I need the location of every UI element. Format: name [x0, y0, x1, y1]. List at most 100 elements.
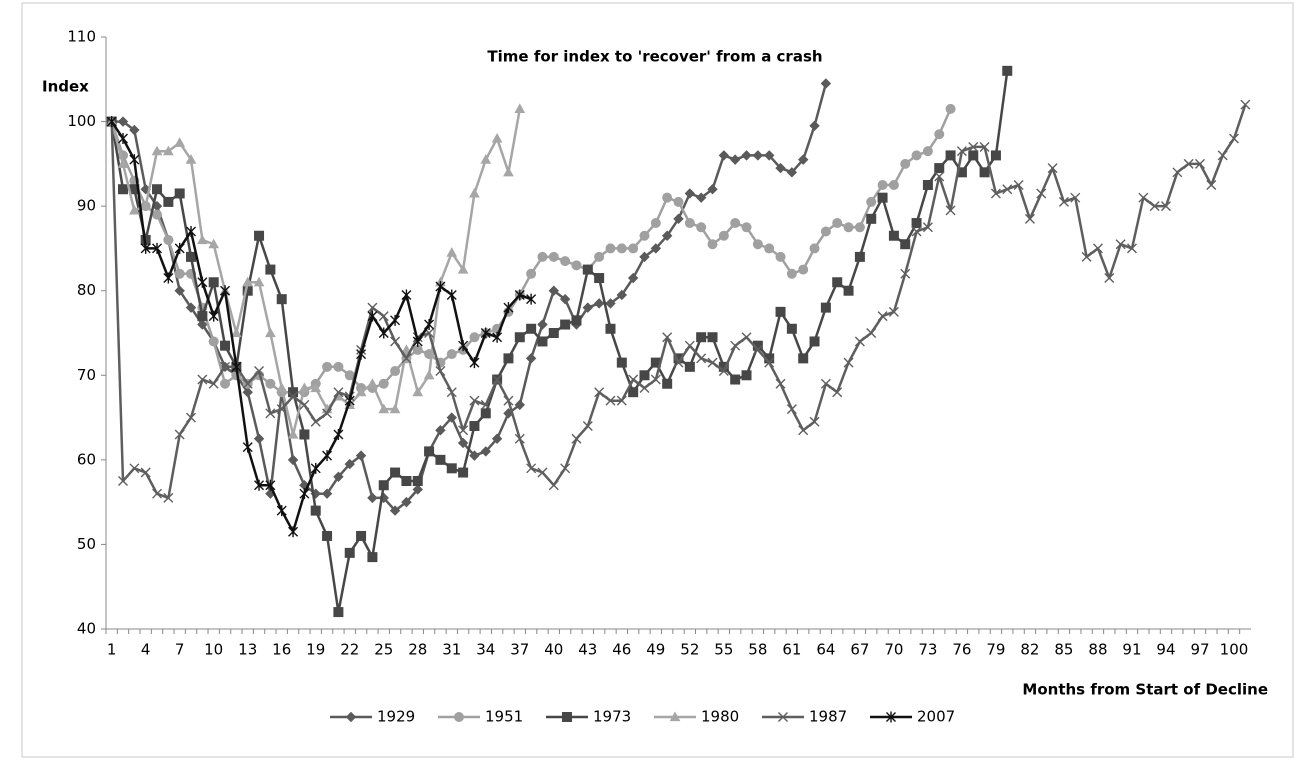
y-tick-label: 80 — [77, 281, 96, 299]
marker — [786, 167, 798, 178]
chart-title: Time for index to 'recover' from a crash — [487, 48, 822, 66]
marker — [537, 336, 548, 347]
marker — [322, 530, 333, 541]
marker — [106, 116, 117, 128]
x-tick-label: 37 — [510, 641, 529, 659]
marker — [492, 374, 503, 385]
x-tick-label: 61 — [782, 641, 801, 659]
marker — [662, 378, 673, 389]
marker — [605, 395, 616, 406]
marker — [968, 141, 979, 152]
marker — [265, 479, 276, 491]
marker — [934, 171, 945, 182]
marker — [446, 289, 457, 301]
marker — [389, 403, 401, 414]
marker — [390, 366, 401, 377]
marker — [412, 335, 423, 347]
y-tick-label: 60 — [77, 450, 96, 468]
marker — [662, 192, 673, 203]
marker — [197, 234, 208, 245]
marker — [344, 395, 355, 407]
marker — [843, 357, 854, 368]
marker — [707, 332, 718, 343]
chart-frame — [21, 2, 1294, 758]
marker — [775, 162, 786, 174]
x-tick-label: 55 — [714, 641, 733, 659]
marker — [174, 188, 185, 199]
marker — [1206, 180, 1217, 190]
marker — [140, 200, 152, 211]
marker — [922, 180, 933, 190]
marker — [662, 332, 673, 343]
marker — [877, 192, 888, 203]
marker — [174, 429, 185, 440]
marker — [480, 446, 491, 457]
marker — [616, 243, 627, 254]
marker — [174, 285, 185, 296]
marker — [696, 222, 707, 233]
marker — [798, 353, 809, 364]
marker — [639, 230, 650, 241]
marker — [129, 463, 140, 474]
x-tick-label: 40 — [544, 641, 563, 659]
marker — [503, 302, 514, 314]
marker — [866, 328, 877, 338]
marker — [231, 361, 242, 373]
marker — [220, 361, 231, 372]
x-tick-label: 34 — [476, 641, 495, 659]
marker — [390, 336, 401, 347]
marker — [333, 361, 344, 372]
marker — [628, 243, 639, 254]
marker — [888, 306, 899, 317]
marker — [469, 421, 480, 432]
marker — [220, 378, 231, 389]
marker — [163, 196, 174, 207]
marker — [265, 378, 276, 389]
marker — [253, 433, 265, 444]
marker — [922, 146, 933, 157]
marker — [310, 382, 322, 393]
marker — [775, 306, 786, 317]
marker — [832, 387, 843, 398]
marker — [669, 711, 681, 722]
x-tick-label: 85 — [1054, 641, 1073, 659]
marker — [197, 374, 208, 385]
marker — [741, 222, 752, 233]
marker — [424, 319, 435, 331]
marker — [752, 150, 764, 161]
marker — [152, 242, 163, 254]
marker — [401, 344, 412, 355]
marker — [1194, 158, 1205, 169]
marker — [118, 132, 128, 144]
marker — [287, 454, 299, 466]
marker — [423, 369, 435, 380]
marker — [537, 467, 548, 478]
marker — [299, 399, 310, 410]
marker — [877, 311, 888, 322]
marker — [299, 382, 310, 393]
marker — [454, 712, 464, 722]
marker — [809, 120, 820, 132]
x-tick-label: 58 — [748, 641, 767, 659]
marker — [140, 467, 151, 478]
x-tick-label: 82 — [1020, 641, 1039, 659]
marker — [979, 141, 990, 152]
marker — [730, 218, 741, 229]
marker — [321, 488, 333, 499]
marker — [367, 378, 378, 388]
marker — [594, 251, 605, 262]
marker — [469, 395, 480, 406]
marker — [922, 222, 933, 233]
marker — [163, 145, 174, 156]
marker — [378, 311, 389, 322]
marker — [548, 480, 559, 491]
marker — [367, 310, 378, 322]
marker — [560, 256, 571, 267]
marker — [378, 327, 389, 339]
marker — [276, 382, 288, 393]
marker — [503, 166, 514, 177]
marker — [208, 310, 219, 322]
marker — [684, 218, 695, 229]
marker — [412, 386, 424, 397]
marker — [1160, 201, 1171, 212]
